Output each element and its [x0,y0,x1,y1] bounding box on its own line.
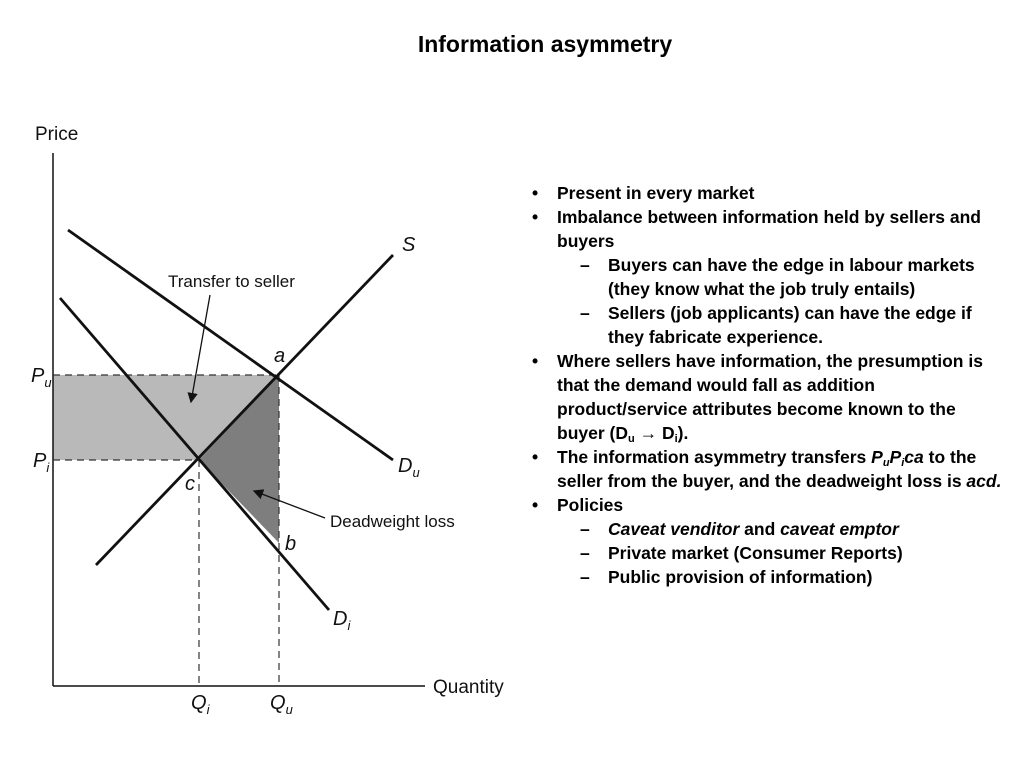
supply-curve [94,254,395,566]
demand-uninformed-curve [67,228,394,462]
point-a-label: a [274,345,285,367]
y-axis-label: Price [35,124,78,145]
demand-informed-curve [58,297,331,611]
sub-bullet-item: – Caveat venditor and caveat emptor [580,519,899,539]
price-pu-label: Pu [31,365,52,390]
transfer-to-seller-area [53,375,279,460]
demand-informed-label: Di [333,608,351,633]
sub-bullet-item: – Buyers can have the edge in labour mark… [580,255,975,299]
x-axis-label: Quantity [433,677,504,698]
transfer-to-seller-label: Transfer to seller [168,272,295,291]
transfer-arrow [187,294,211,404]
supply-label: S [402,234,416,256]
quantity-qu-label: Qu [270,692,293,717]
point-c-label: c [185,473,195,495]
deadweight-arrow [252,489,326,519]
asymmetry-diagram: Price Quantity S Du Di a b c Pu Pi Qi Qu… [31,124,504,717]
point-b-label: b [285,533,296,555]
bullet-item: • Present in every market [532,183,755,203]
deadweight-loss-label: Deadweight loss [330,512,455,531]
quantity-qi-label: Qi [191,692,211,717]
bullet-item: • Where sellers have information, the pre… [532,351,983,445]
sub-bullet-item: – Public provision of information) [580,567,873,587]
deadweight-loss-area [199,375,279,543]
sub-bullet-item: – Sellers (job applicants) can have the e… [580,303,972,347]
price-pi-label: Pi [33,450,50,475]
bullet-item: • Imbalance between information held by s… [532,207,981,251]
bullet-item: • Policies [532,495,624,515]
bullet-list: • Present in every market • Imbalance betw… [532,181,1002,589]
slide-title: Information asymmetry [417,31,673,57]
bullet-item: • The information asymmetry transfers PuP… [532,447,1002,491]
demand-uninformed-label: Du [398,455,420,480]
sub-bullet-item: – Private market (Consumer Reports) [580,543,903,563]
